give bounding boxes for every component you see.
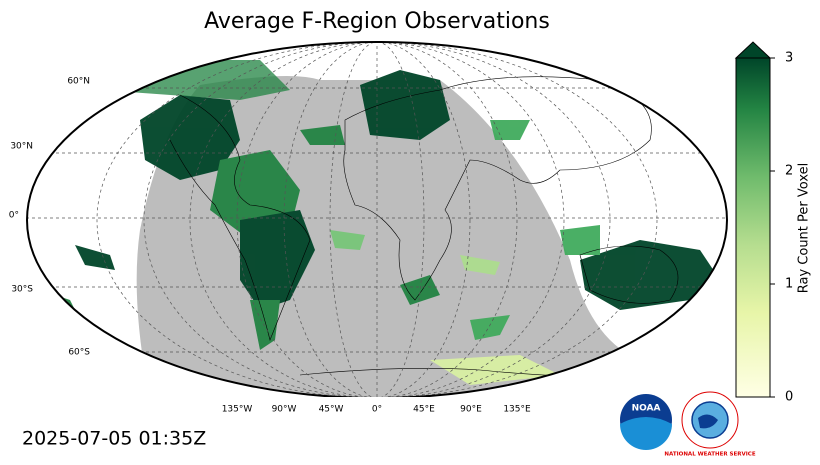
coverage — [40, 60, 720, 385]
title: Average F-Region Observations — [204, 9, 550, 34]
lon-label: 135°E — [503, 405, 531, 415]
lat-label: 30°N — [10, 142, 33, 152]
colorbar-label: Ray Count Per Voxel — [797, 163, 812, 293]
lat-label: 60°S — [68, 348, 90, 358]
colorbar-tick-label: 3 — [785, 51, 793, 66]
lon-label: 45°W — [319, 405, 344, 415]
graticule — [27, 42, 727, 397]
lon-label: 0° — [372, 405, 382, 415]
timestamp: 2025-07-05 01:35Z — [22, 428, 206, 450]
noaa-logo: NOAA — [620, 394, 672, 450]
lon-label: 90°W — [272, 405, 297, 415]
coastlines — [169, 76, 679, 377]
lon-labels: 135°W 90°W 45°W 0° 45°E 90°E 135°E — [222, 405, 531, 415]
lat-label: 0° — [9, 211, 19, 221]
map — [26, 41, 728, 397]
nws-text: NATIONAL WEATHER SERVICE — [664, 452, 755, 458]
colorbar-tick-label: 1 — [785, 277, 793, 292]
noaa-text: NOAA — [632, 404, 661, 414]
lon-label: 135°W — [222, 405, 253, 415]
lat-labels: 60°N 30°N 0° 30°S 60°S — [9, 77, 91, 358]
lon-label: 90°E — [460, 405, 482, 415]
nws-logo: NATIONAL WEATHER SERVICE — [664, 391, 756, 458]
lon-label: 45°E — [413, 405, 435, 415]
colorbar-tick-label: 0 — [785, 390, 793, 405]
lat-label: 60°N — [67, 77, 90, 87]
colorbar-tick-label: 2 — [785, 164, 793, 179]
colorbar: 0 1 2 3 Ray Count Per Voxel — [734, 41, 812, 405]
lat-label: 30°S — [11, 285, 33, 295]
